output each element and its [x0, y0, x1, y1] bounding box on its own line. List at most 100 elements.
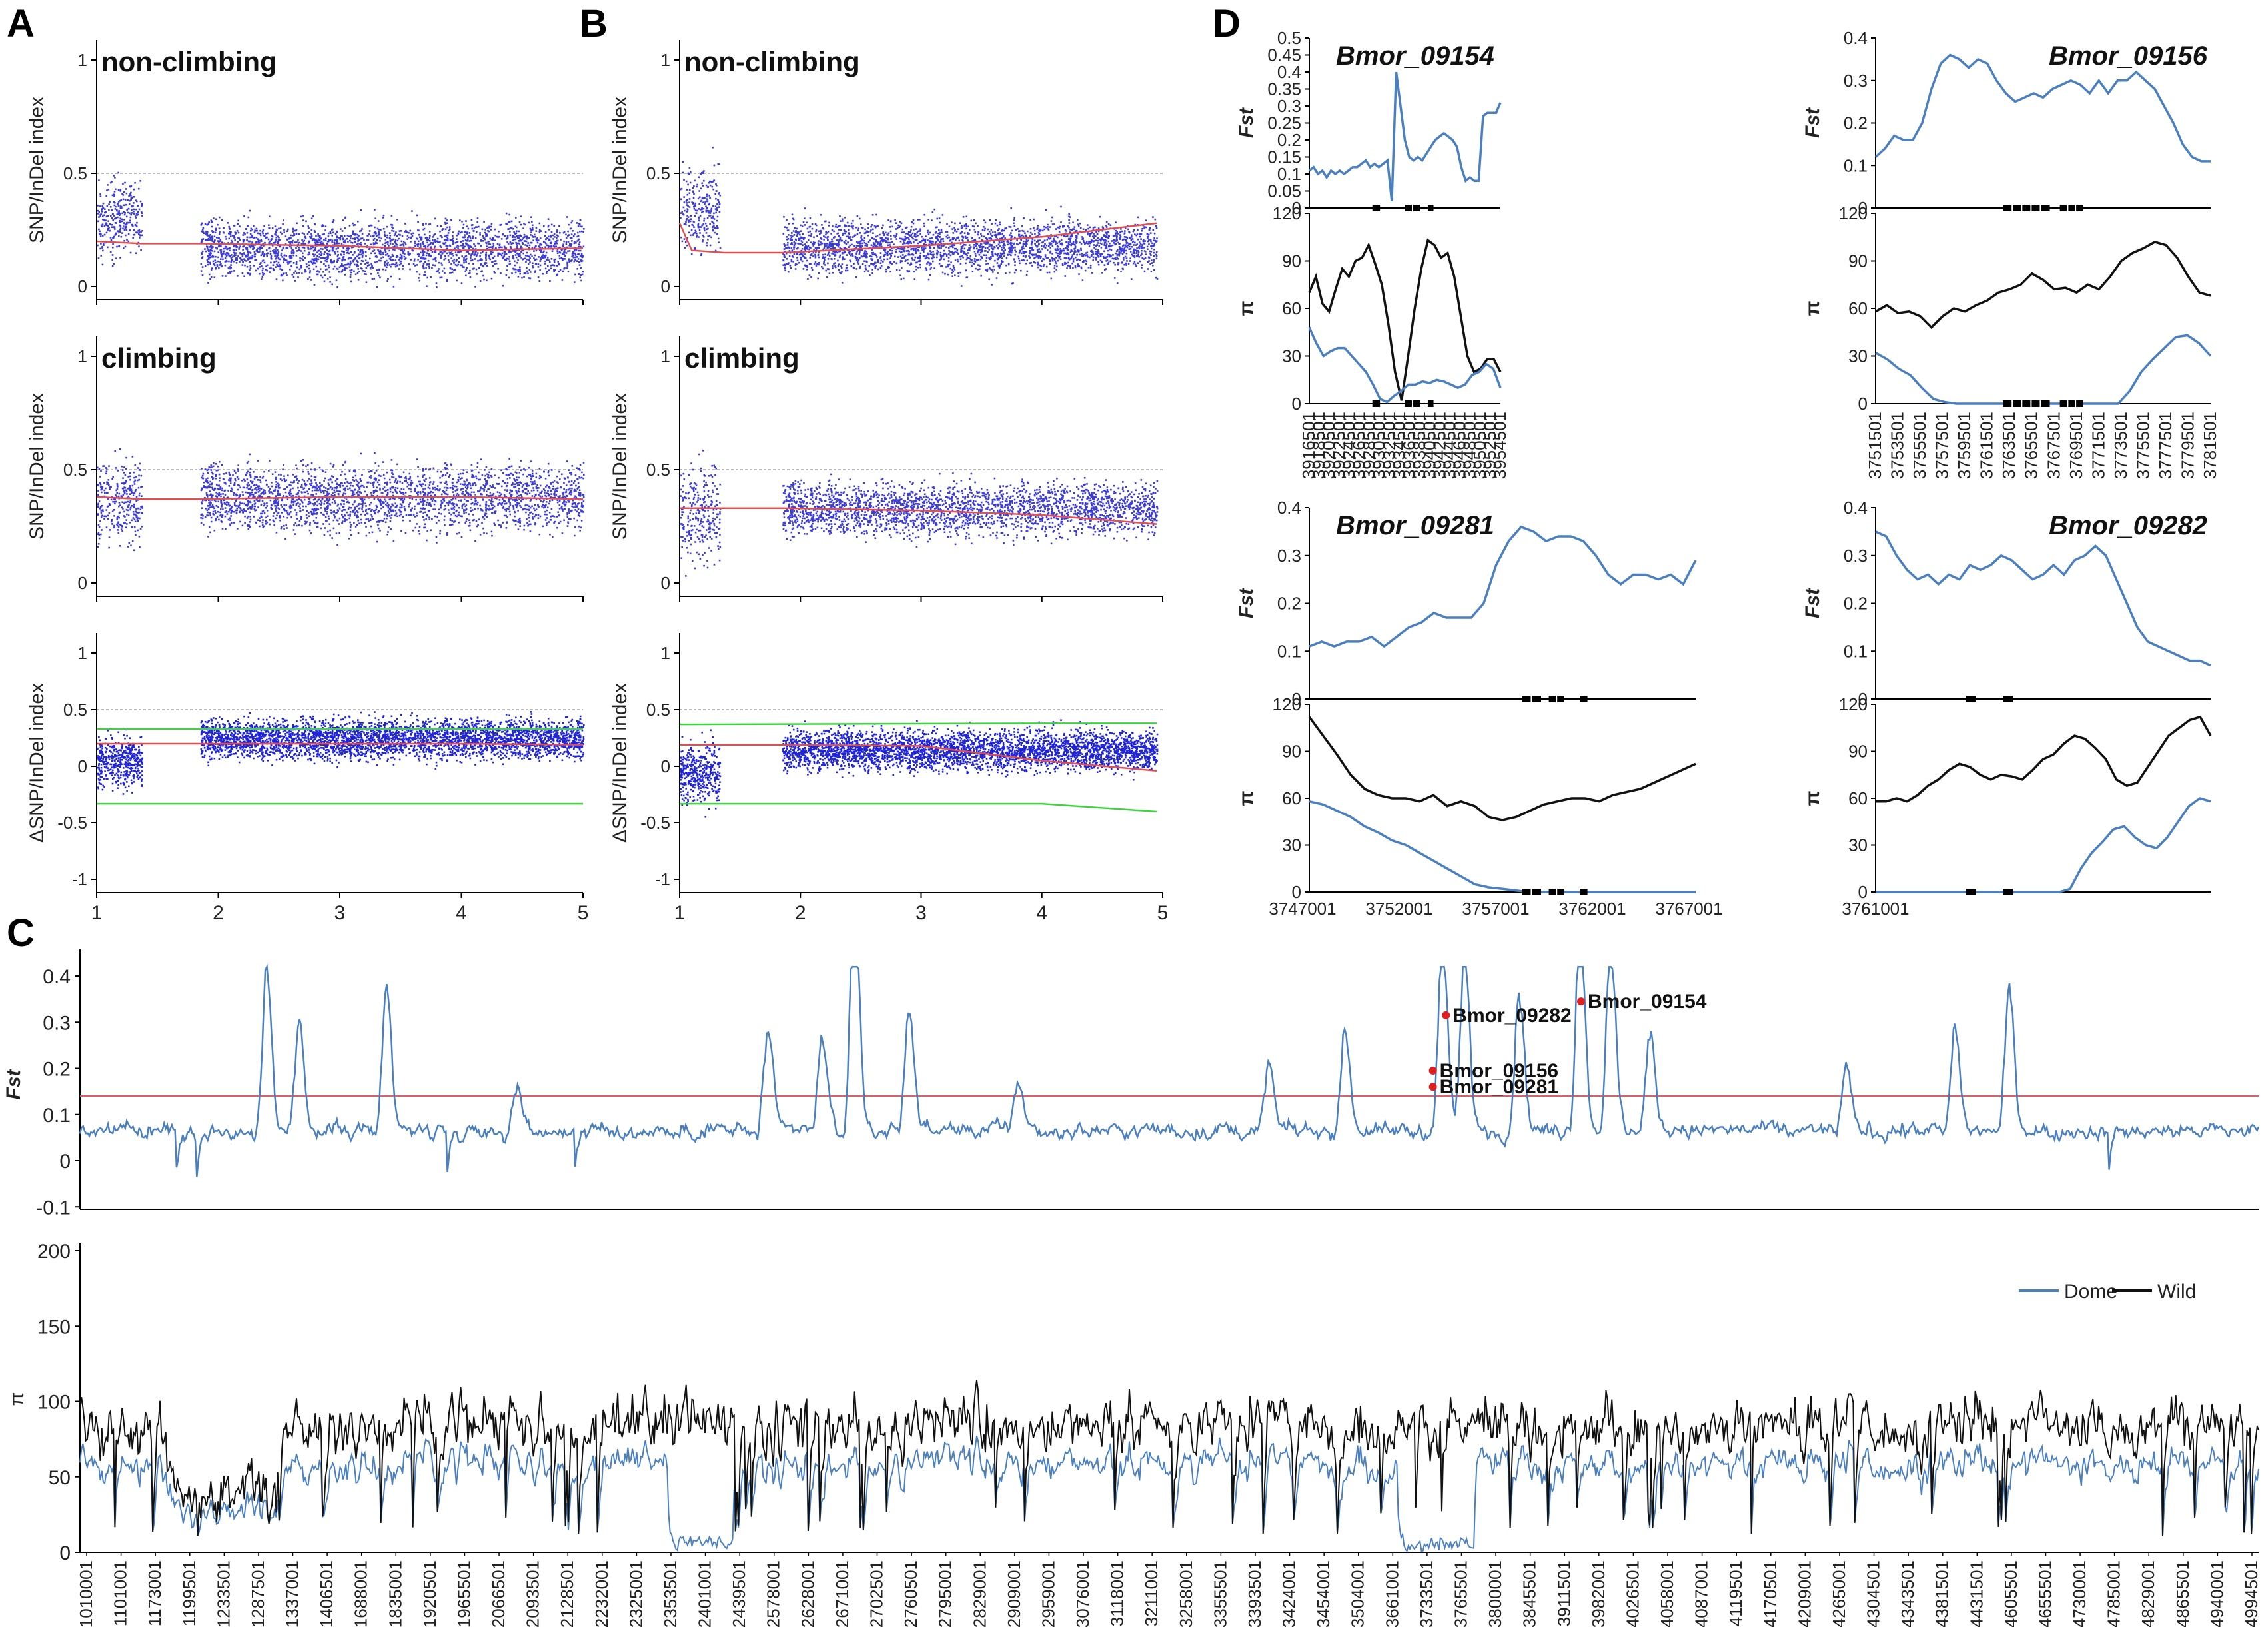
data-point — [578, 526, 580, 528]
data-point — [417, 238, 419, 240]
data-point — [297, 482, 299, 484]
data-point — [396, 235, 398, 237]
data-point — [326, 511, 328, 513]
data-point — [476, 254, 478, 256]
data-point — [217, 516, 219, 518]
data-point — [135, 508, 137, 510]
data-point — [291, 247, 293, 249]
data-point — [336, 490, 338, 492]
data-point — [458, 231, 460, 233]
data-point — [422, 502, 424, 504]
data-point — [456, 265, 458, 267]
data-point — [504, 246, 506, 248]
data-point — [378, 231, 380, 233]
data-point — [498, 477, 500, 479]
data-point — [534, 255, 536, 257]
data-point — [476, 466, 478, 468]
data-point — [543, 225, 545, 227]
data-point — [331, 475, 333, 477]
data-point — [332, 247, 334, 249]
data-point — [327, 256, 329, 258]
data-point — [298, 480, 300, 482]
data-point — [283, 259, 284, 261]
data-point — [236, 513, 238, 515]
data-point — [294, 241, 296, 243]
data-point — [255, 259, 257, 261]
data-point — [230, 231, 232, 233]
panel-letter-c: C — [7, 911, 35, 955]
data-point — [233, 261, 235, 263]
data-point — [566, 216, 568, 218]
data-point — [444, 222, 446, 224]
data-point — [552, 250, 554, 252]
data-point — [370, 502, 372, 504]
data-point — [501, 238, 503, 240]
data-point — [441, 494, 443, 496]
data-point — [371, 265, 373, 267]
data-point — [356, 506, 358, 508]
data-point — [394, 480, 396, 482]
data-point — [534, 234, 536, 236]
data-point — [229, 485, 231, 487]
data-point — [111, 519, 113, 521]
data-point — [532, 267, 534, 269]
data-point — [468, 263, 470, 265]
data-point — [578, 239, 580, 241]
data-point — [109, 529, 111, 531]
data-point — [315, 482, 317, 484]
data-point — [576, 222, 578, 224]
data-point — [108, 484, 110, 486]
data-point — [219, 461, 221, 463]
data-point — [476, 273, 478, 275]
data-point — [126, 229, 128, 231]
data-point — [348, 538, 350, 540]
data-point — [418, 481, 420, 483]
data-point — [133, 202, 135, 204]
data-point — [141, 215, 143, 217]
data-point — [280, 474, 282, 476]
data-point — [139, 463, 141, 465]
data-point — [476, 526, 478, 528]
data-point — [343, 509, 345, 511]
data-point — [441, 237, 443, 239]
data-point — [106, 225, 108, 227]
data-point — [207, 282, 209, 284]
data-point — [576, 240, 578, 242]
data-point — [530, 499, 532, 501]
data-point — [202, 515, 204, 517]
data-point — [281, 504, 283, 506]
data-point — [222, 514, 224, 516]
data-point — [410, 491, 412, 493]
data-point — [140, 231, 142, 233]
data-point — [119, 512, 121, 514]
data-point — [215, 229, 217, 231]
data-point — [117, 521, 119, 523]
data-point — [519, 221, 521, 223]
data-point — [514, 261, 516, 263]
data-point — [564, 258, 566, 260]
data-point — [475, 476, 477, 478]
data-point — [284, 488, 286, 490]
data-point — [462, 491, 464, 493]
data-point — [317, 270, 319, 272]
data-point — [390, 224, 392, 226]
data-point — [268, 227, 270, 229]
data-point — [374, 253, 376, 255]
data-point — [380, 254, 382, 256]
data-point — [411, 508, 413, 510]
data-point — [583, 474, 585, 476]
data-point — [209, 239, 211, 241]
data-point — [556, 250, 558, 252]
data-point — [359, 251, 361, 253]
data-point — [568, 501, 570, 503]
data-point — [549, 534, 551, 536]
data-point — [314, 254, 316, 256]
data-point — [125, 204, 127, 206]
data-point — [400, 244, 402, 246]
data-point — [125, 519, 127, 521]
data-point — [482, 265, 484, 267]
data-point — [557, 252, 559, 254]
data-point — [480, 245, 482, 247]
data-point — [117, 529, 119, 531]
data-point — [139, 536, 141, 538]
